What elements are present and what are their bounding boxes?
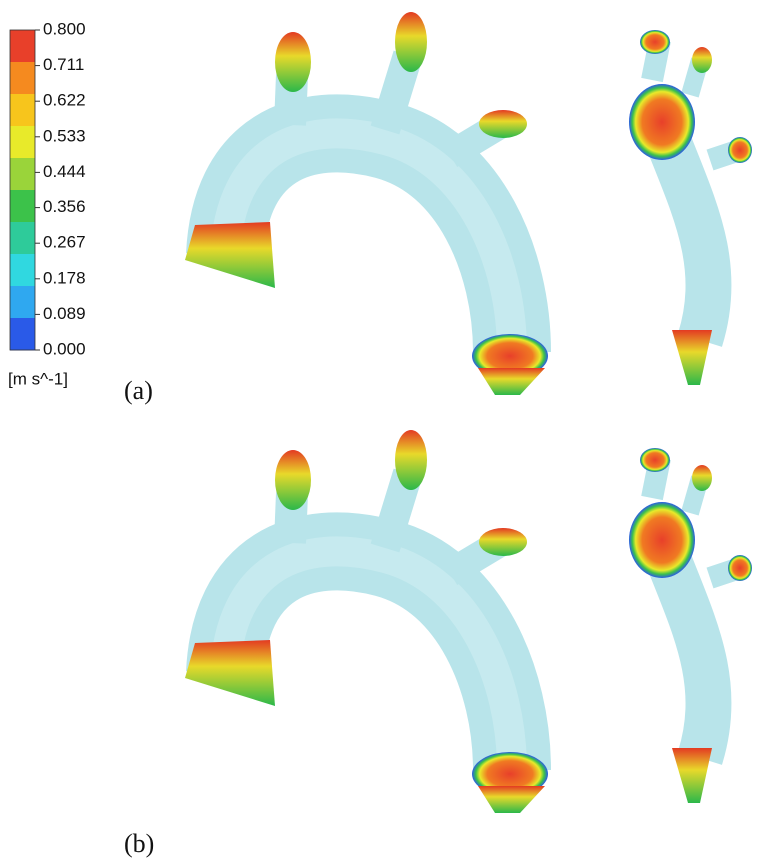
color-band [10,126,35,159]
tick-label: 0.622 [43,91,86,110]
color-band [10,30,35,63]
color-band [10,94,35,127]
tick-label: 0.444 [43,162,86,181]
color-band [10,286,35,319]
colorbar-frame [9,29,36,351]
tick-label: 0.089 [43,304,86,323]
color-band [10,254,35,287]
tick-label: 0.356 [43,197,86,216]
tick-label: 0.000 [43,339,86,358]
colorbar: 0.800 0.711 0.622 0.533 0.444 0.356 0.267 0.178… [9,19,86,358]
color-band [10,190,35,223]
tick-label: 0.800 [43,19,86,38]
color-band [10,318,35,351]
velocity-render-b [185,430,752,813]
tick-label: 0.533 [43,126,86,145]
velocity-render-a [185,12,752,395]
colorbar-unit: [m s^-1] [8,369,68,388]
tick-label: 0.178 [43,268,86,287]
tick-label: 0.711 [43,55,84,74]
color-band [10,62,35,95]
tick-label: 0.267 [43,233,86,252]
color-band [10,158,35,191]
panel-label: (b) [124,829,154,858]
panel-label: (a) [124,376,153,405]
color-band [10,222,35,255]
